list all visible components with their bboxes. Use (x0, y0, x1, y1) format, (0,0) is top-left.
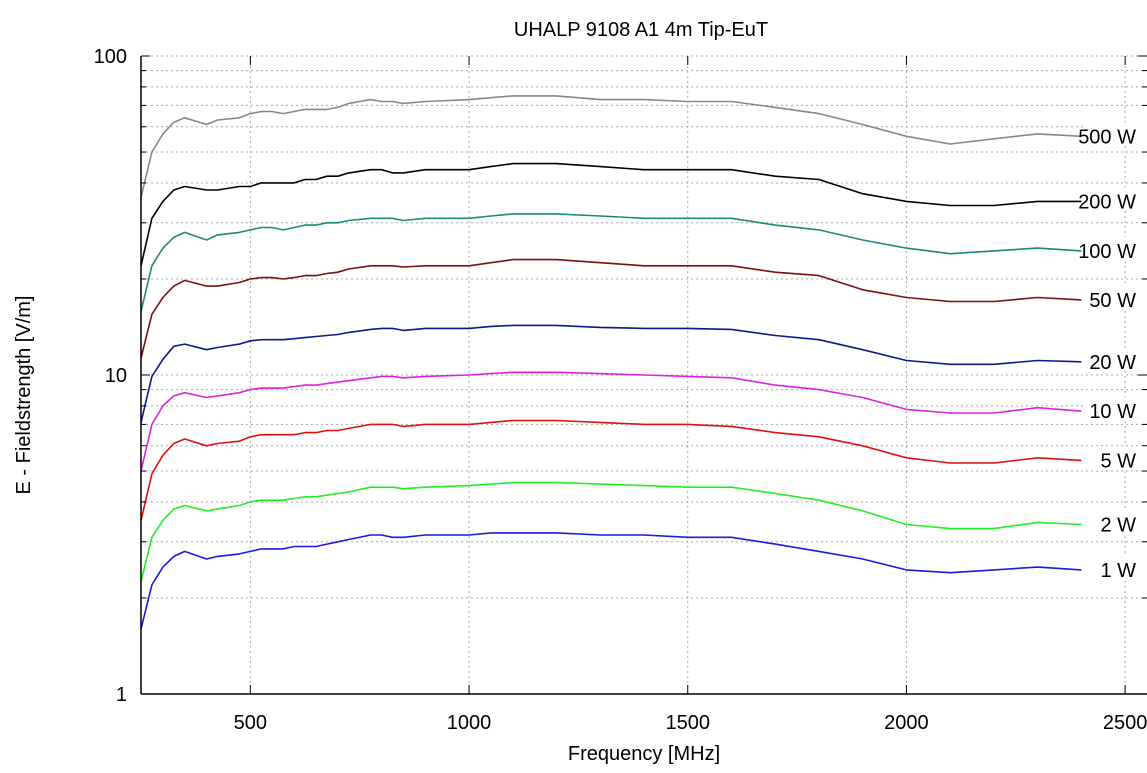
series-label-backdrop (1085, 187, 1147, 210)
series-line-1-w (140, 532, 1082, 630)
series-label-backdrop (1085, 285, 1147, 308)
series-label-backdrop (1085, 397, 1147, 420)
series-label-2-w: 2 W (1100, 514, 1136, 536)
y-axis-label: E - Fieldstrength [V/m] (13, 296, 35, 495)
series-label-50-w: 50 W (1089, 290, 1136, 312)
series-line-50-w (140, 258, 1082, 359)
series-labels: 500 W 200 W 100 W 50 W 20 W 10 W 5 W 2 W 1 W (1078, 122, 1147, 582)
series-line-500-w (140, 95, 1082, 198)
series-label-backdrop (1085, 446, 1147, 469)
series-label-backdrop (1085, 347, 1147, 370)
series-label-backdrop (1085, 236, 1147, 259)
series-line-200-w (140, 162, 1082, 266)
series-label-1-w: 1 W (1100, 560, 1136, 582)
grid (141, 55, 1147, 694)
series-label-200-w: 200 W (1078, 191, 1136, 213)
series-label-100-w: 100 W (1078, 241, 1136, 263)
x-tick-label: 2000 (884, 712, 929, 734)
x-tick-label: 1500 (665, 712, 710, 734)
y-tick-label: 10 (105, 365, 127, 387)
y-tick-label: 100 (94, 46, 127, 68)
series-label-backdrop (1085, 122, 1147, 145)
x-tick-label: 1000 (447, 712, 492, 734)
series-line-20-w (140, 324, 1082, 423)
series-label-5-w: 5 W (1100, 450, 1136, 472)
chart-title: UHALP 9108 A1 4m Tip-EuT (514, 19, 768, 41)
x-axis-label: Frequency [MHz] (568, 743, 720, 765)
series-label-backdrop (1085, 555, 1147, 578)
x-tick-label: 2500 (1103, 712, 1147, 734)
series-line-2-w (140, 481, 1082, 582)
series-label-10-w: 10 W (1089, 401, 1136, 423)
x-tick-label: 500 (234, 712, 267, 734)
series-label-backdrop (1085, 510, 1147, 533)
series-label-20-w: 20 W (1089, 352, 1136, 374)
y-tick-label: 1 (116, 684, 127, 706)
series-lines (140, 95, 1082, 630)
series-label-500-w: 500 W (1078, 126, 1136, 148)
series-line-5-w (140, 419, 1082, 521)
ticks: 500 1000 1500 2000 2500 1 10 100 (94, 46, 1147, 734)
series-line-10-w (140, 371, 1082, 472)
series-line-100-w (140, 213, 1082, 312)
